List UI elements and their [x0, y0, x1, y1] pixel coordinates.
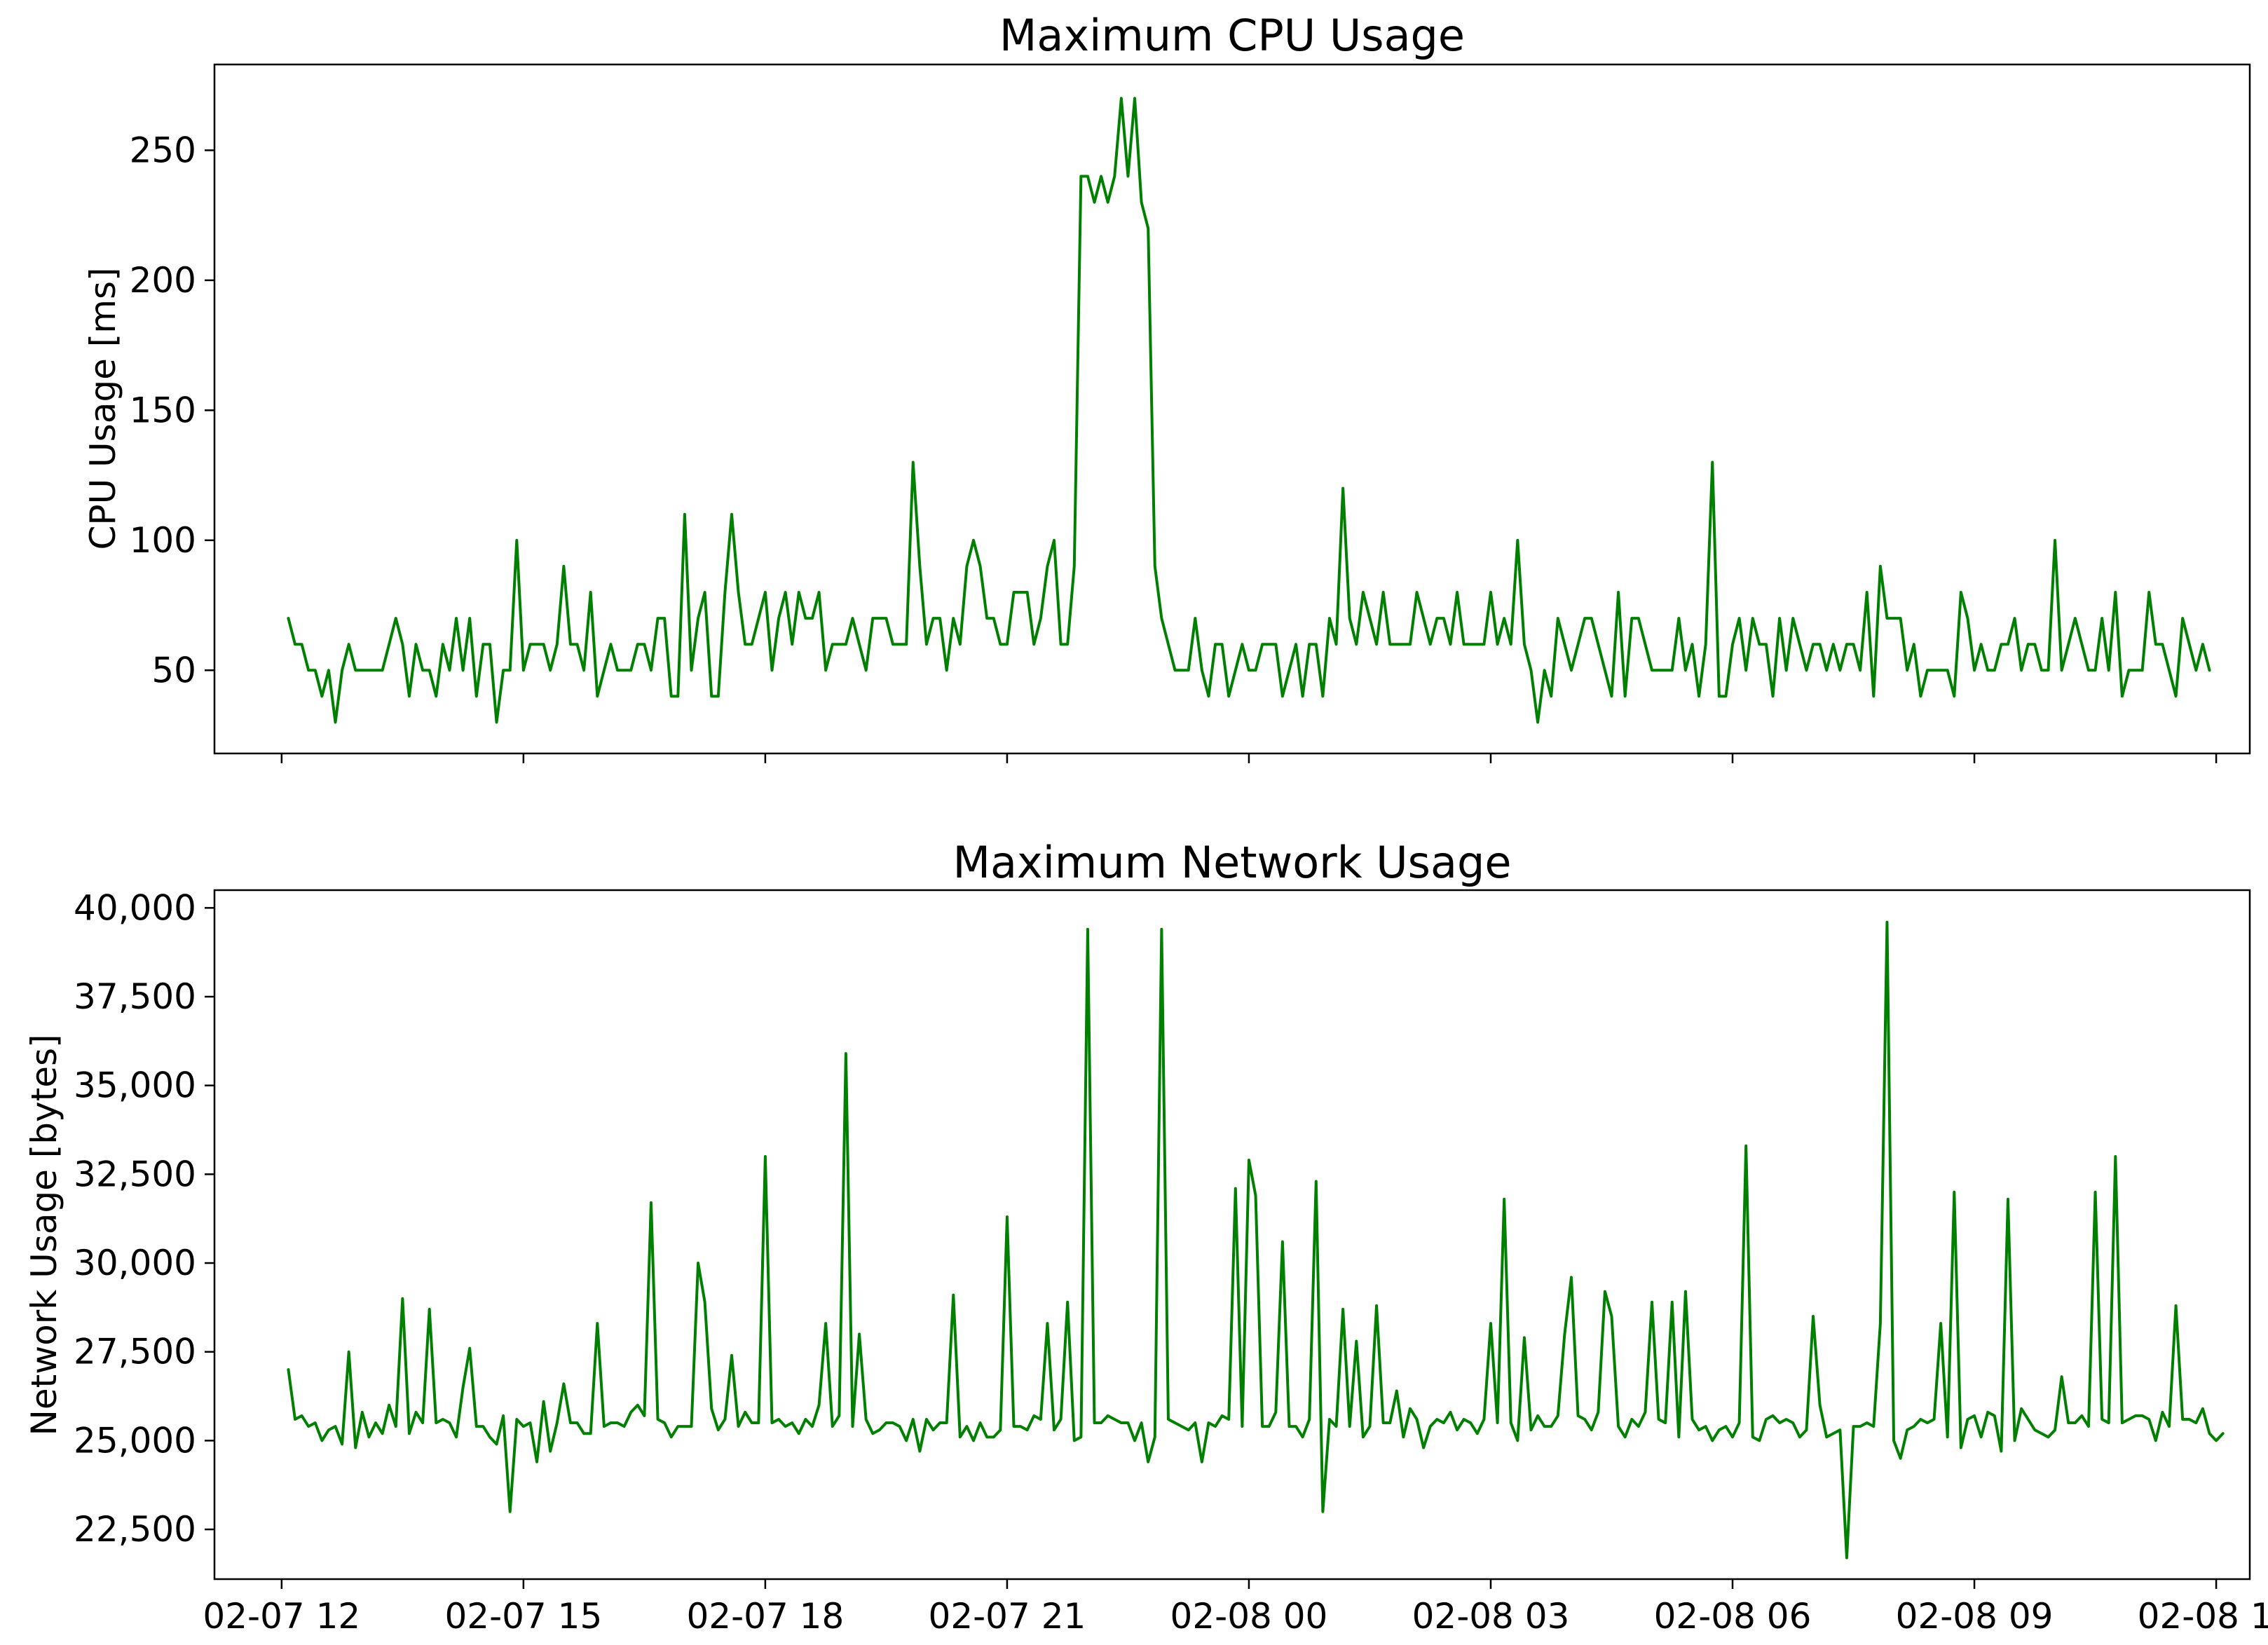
cpu-x-axis: [280, 753, 2218, 763]
network-x-tick-label: 02-07 12: [203, 1596, 360, 1637]
network-x-tick-label: 02-08 09: [1896, 1596, 2054, 1637]
network-x-tick-label: 02-08 12: [2138, 1596, 2268, 1637]
network-x-tick-label: 02-08 03: [1412, 1596, 1570, 1637]
network-y-tick-label: 27,500: [74, 1332, 196, 1372]
network-plot-frame: [213, 889, 2251, 1581]
network-y-axis-label: Network Usage [bytes]: [24, 1034, 64, 1435]
network-y-tick-label: 35,000: [74, 1065, 196, 1106]
network-y-tick-label: 40,000: [74, 887, 196, 928]
network-x-tick-label: 02-08 06: [1654, 1596, 1812, 1637]
network-x-tick-label: 02-08 00: [1170, 1596, 1328, 1637]
cpu-plot-frame: [213, 63, 2251, 755]
cpu-y-axis-label: CPU Usage [ms]: [83, 267, 123, 550]
network-x-tick-label: 02-07 21: [929, 1596, 1086, 1637]
network-y-tick-label: 32,500: [74, 1154, 196, 1194]
network-chart: Maximum Network Usage 22,500 25,000 27,500…: [24, 837, 2268, 1637]
network-y-tick-label: 22,500: [74, 1509, 196, 1550]
cpu-y-tick-label: 50: [151, 650, 196, 690]
network-chart-title: Maximum Network Usage: [953, 837, 1512, 888]
network-y-tick-label: 37,500: [74, 976, 196, 1017]
cpu-series-line: [287, 97, 2211, 724]
network-x-tick-label: 02-07 18: [686, 1596, 844, 1637]
network-y-tick-label: 25,000: [74, 1420, 196, 1461]
cpu-y-tick-label: 100: [130, 520, 196, 561]
network-y-tick-label: 30,000: [74, 1243, 196, 1283]
cpu-chart-title: Maximum CPU Usage: [999, 10, 1465, 61]
cpu-y-tick-label: 150: [130, 390, 196, 430]
cpu-y-axis: 50 100 150 200 250: [130, 130, 214, 690]
network-x-tick-label: 02-07 15: [444, 1596, 602, 1637]
network-y-axis: 22,500 25,000 27,500 30,000 32,500 35,000 37,5…: [74, 887, 214, 1550]
network-series-line: [287, 920, 2225, 1559]
cpu-chart: Maximum CPU Usage 50 100 150 200 250 CPU Usa…: [83, 10, 2251, 763]
network-x-axis: 02-07 12 02-07 15 02-07 18 02-07 21 02-08 00…: [203, 1579, 2268, 1637]
cpu-y-tick-label: 200: [130, 260, 196, 301]
cpu-y-tick-label: 250: [130, 130, 196, 170]
